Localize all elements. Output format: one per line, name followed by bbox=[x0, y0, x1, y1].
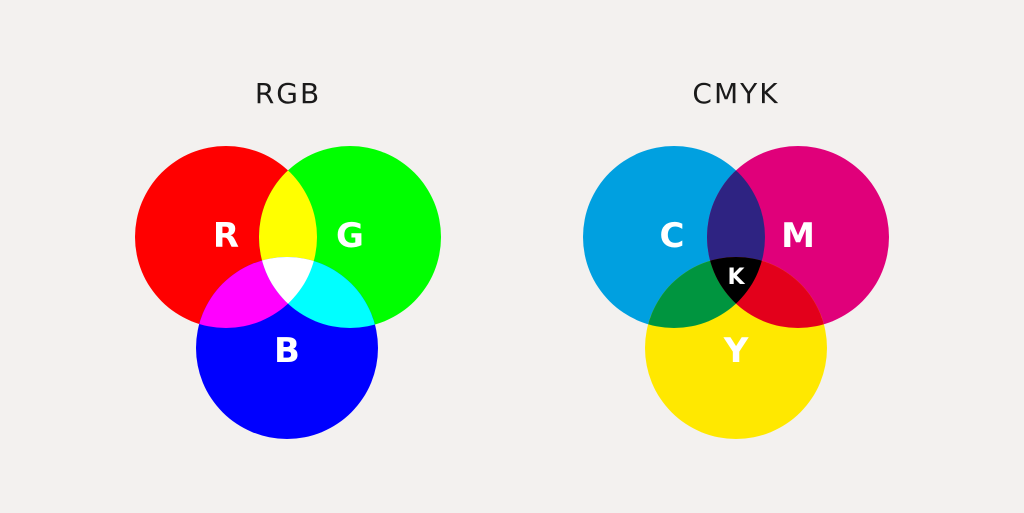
cmyk-title: CMYK bbox=[692, 77, 779, 110]
blue-label: B bbox=[274, 331, 300, 371]
yellow-label: Y bbox=[723, 331, 749, 371]
green-blue-overlap bbox=[259, 257, 378, 328]
rgb-diagram: RGB R G B bbox=[135, 77, 441, 439]
magenta-yellow-overlap bbox=[707, 257, 827, 328]
red-blue-overlap bbox=[196, 257, 317, 328]
magenta-label: M bbox=[781, 216, 815, 256]
cyan-label: C bbox=[660, 216, 685, 256]
cyan-yellow-overlap bbox=[645, 257, 765, 328]
cmyk-diagram: CMYK C M Y K bbox=[583, 77, 889, 439]
rgb-title: RGB bbox=[255, 77, 321, 110]
green-label: G bbox=[336, 216, 364, 256]
black-key-label: K bbox=[727, 265, 745, 290]
red-label: R bbox=[213, 216, 239, 256]
